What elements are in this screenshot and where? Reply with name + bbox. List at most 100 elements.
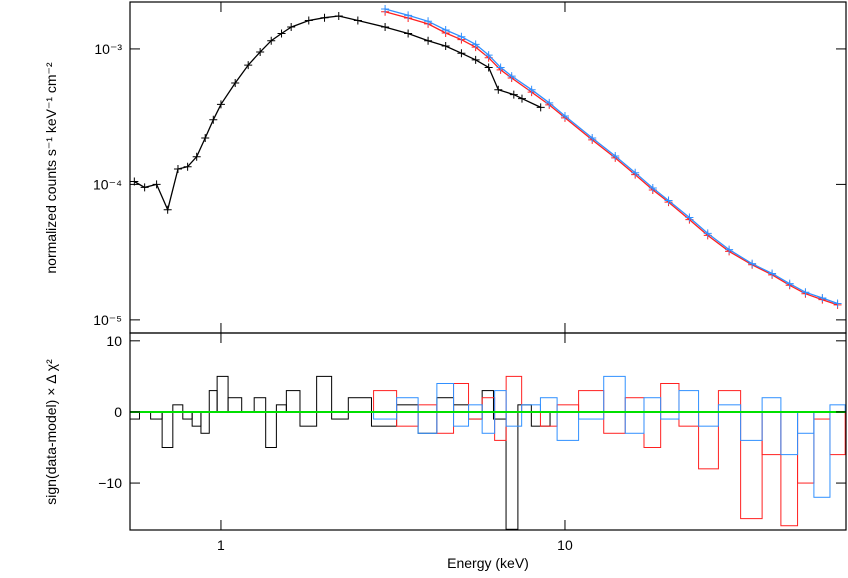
y-tick-label: −10 xyxy=(98,475,122,491)
axes xyxy=(129,1,847,531)
y-tick-label: 0 xyxy=(114,404,122,420)
residual-bar xyxy=(182,411,193,420)
residual-bar xyxy=(285,390,301,413)
residual-bar xyxy=(265,411,277,449)
data-point xyxy=(471,40,480,49)
residual-bar xyxy=(539,397,558,413)
data-point xyxy=(231,79,240,88)
data-point xyxy=(287,23,296,32)
residual-bar xyxy=(227,397,243,413)
residual-bar xyxy=(539,411,558,427)
data-point xyxy=(685,213,694,222)
residual-bar xyxy=(275,404,287,413)
residual-bar xyxy=(717,390,742,413)
residual-bar xyxy=(603,375,626,413)
data-point xyxy=(703,229,712,238)
residual-bar xyxy=(761,411,782,456)
residual-bar xyxy=(813,411,831,420)
residual-bar xyxy=(740,411,763,520)
data-point xyxy=(457,32,466,41)
data-point xyxy=(801,288,810,297)
residual-bar xyxy=(373,390,398,413)
residual-bar xyxy=(740,411,763,441)
residual-bar xyxy=(556,404,580,413)
data-point xyxy=(768,269,777,278)
residual-bar xyxy=(505,375,523,413)
residual-bar xyxy=(172,404,184,413)
residual-bar xyxy=(505,411,523,427)
residual-bar xyxy=(316,375,333,413)
residual-bar xyxy=(200,411,210,434)
residual-bar xyxy=(578,390,605,413)
x-tick-label: 10 xyxy=(557,537,573,553)
residual-bar xyxy=(161,411,174,449)
residual-bar xyxy=(417,411,438,434)
residual-bar xyxy=(660,411,680,420)
data-point xyxy=(527,85,536,94)
data-point xyxy=(748,259,757,268)
residual-bar xyxy=(481,390,494,413)
data-point xyxy=(517,94,526,103)
data-point xyxy=(353,16,362,25)
data-point xyxy=(244,61,253,70)
residual-bar xyxy=(813,411,831,498)
residual-bar xyxy=(347,397,372,413)
residual-bar xyxy=(453,404,470,413)
residual-bar xyxy=(717,404,742,413)
residual-bar xyxy=(417,411,438,434)
residual-bar xyxy=(492,411,507,420)
data-point xyxy=(725,245,734,254)
data-point xyxy=(588,134,597,143)
residual-bar xyxy=(660,382,680,413)
residual-bar xyxy=(253,397,267,413)
y-axis-label: normalized counts s⁻¹ keV⁻¹ cm⁻² xyxy=(43,62,59,274)
data-point xyxy=(163,205,172,214)
data-point xyxy=(496,63,505,72)
residual-bar xyxy=(578,411,605,420)
y-tick-label: 10 xyxy=(106,333,122,349)
data-point xyxy=(334,11,343,20)
residual-bar xyxy=(331,411,349,420)
residual-bar xyxy=(517,404,532,413)
residual-bar xyxy=(780,411,799,456)
residual-bar xyxy=(698,411,719,470)
data-point xyxy=(509,90,518,99)
spectrum-panel xyxy=(130,5,842,309)
data-point xyxy=(785,279,794,288)
data-point xyxy=(381,5,390,14)
residual-bar xyxy=(643,411,662,449)
data-point xyxy=(560,111,569,120)
residual-bar xyxy=(481,411,496,434)
data-point xyxy=(457,49,466,58)
residual-bar xyxy=(678,390,700,413)
data-point xyxy=(631,168,640,177)
residual-bar xyxy=(678,411,700,427)
data-point xyxy=(424,36,433,45)
frame xyxy=(129,1,847,334)
residual-bar xyxy=(643,397,662,413)
y-tick-label: 10⁻³ xyxy=(94,41,122,57)
data-point xyxy=(277,29,286,38)
residual-bar xyxy=(436,411,455,434)
residual-bar xyxy=(299,411,318,427)
data-point xyxy=(256,47,265,56)
data-point xyxy=(494,85,503,94)
data-point xyxy=(404,11,413,20)
y-tick-label: 10⁻⁵ xyxy=(93,312,122,328)
data-point xyxy=(304,16,313,25)
residual-bar xyxy=(603,411,626,434)
residual-bar xyxy=(453,382,470,413)
residual-panel xyxy=(130,375,846,530)
data-point xyxy=(611,152,620,161)
residual-bar xyxy=(556,411,580,441)
x-axis-label: Energy (keV) xyxy=(447,555,529,571)
data-point xyxy=(192,152,201,161)
residual-bar xyxy=(417,404,438,413)
model-line xyxy=(384,8,838,305)
x-tick-label: 1 xyxy=(217,537,225,553)
residual-bar xyxy=(150,411,163,420)
residual-bar xyxy=(396,404,419,413)
residual-bar xyxy=(780,411,799,527)
